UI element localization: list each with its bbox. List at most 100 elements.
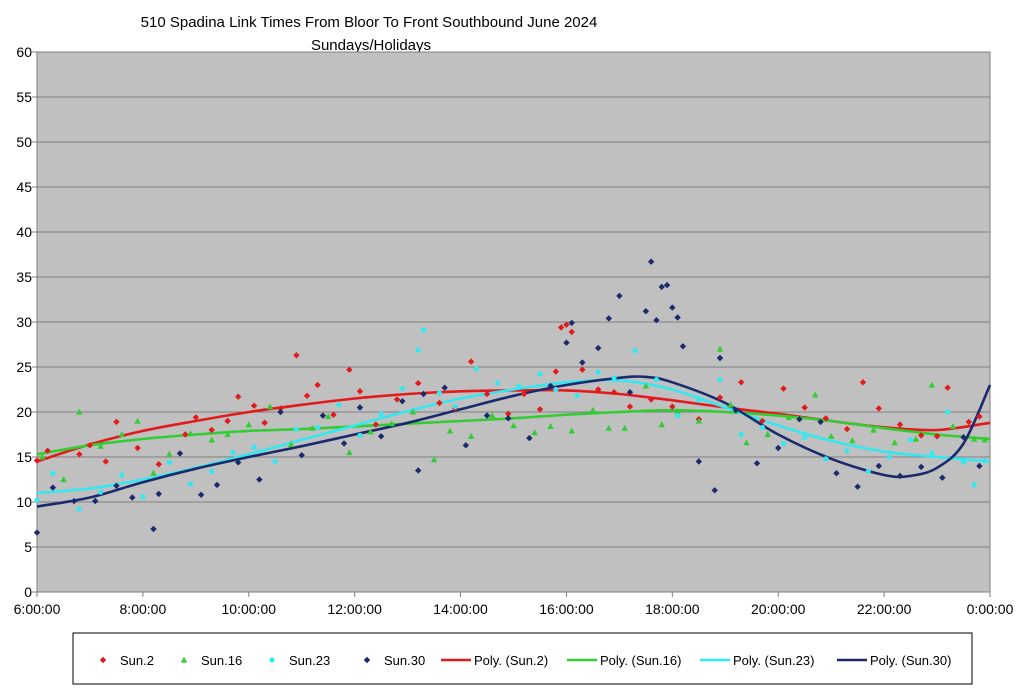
x-tick-label: 14:00:00: [433, 601, 488, 617]
y-tick-label: 10: [16, 494, 32, 510]
data-point-series-4: [155, 490, 162, 498]
data-point-series-2: [743, 439, 750, 446]
data-point-series-3: [251, 444, 257, 450]
data-point-series-4: [176, 450, 184, 457]
data-point-series-1: [467, 358, 475, 365]
data-point-series-2: [949, 423, 957, 429]
data-point-series-2: [76, 408, 83, 415]
data-point-series-2: [367, 428, 374, 435]
data-point-series-4: [976, 462, 983, 470]
data-point-series-2: [208, 436, 215, 443]
data-point-series-2: [309, 424, 316, 431]
x-tick-label: 16:00:00: [539, 601, 594, 617]
data-point-series-1: [372, 421, 380, 428]
data-point-series-2: [266, 403, 274, 410]
data-point-series-2: [716, 345, 724, 352]
x-tick-label: 6:00:00: [14, 601, 61, 617]
data-point-series-1: [134, 444, 141, 452]
data-point-series-4: [647, 258, 655, 265]
data-point-series-1: [859, 379, 867, 386]
data-point-series-4: [716, 354, 724, 362]
data-point-series-4: [695, 458, 703, 465]
data-point-series-4: [833, 470, 840, 477]
data-point-series-1: [822, 415, 830, 422]
data-point-series-2: [489, 412, 496, 419]
data-point-series-3: [675, 413, 681, 419]
data-point-series-1: [843, 425, 851, 433]
data-point-series-3: [886, 454, 893, 460]
data-point-series-1: [102, 458, 110, 465]
data-point-series-3: [187, 481, 194, 487]
legend-box: [72, 632, 973, 685]
data-point-series-3: [415, 347, 421, 353]
data-point-series-4: [817, 418, 824, 426]
data-point-series-4: [939, 474, 946, 481]
data-point-series-1: [250, 402, 258, 409]
data-point-series-1: [536, 406, 544, 413]
data-point-series-2: [827, 432, 835, 439]
data-point-series-2: [849, 437, 856, 444]
data-point-series-1: [626, 403, 634, 410]
data-point-series-1: [483, 390, 491, 398]
legend-marker-series-4: [363, 656, 371, 664]
x-tick-label: 20:00:00: [751, 601, 806, 617]
data-point-series-4: [526, 434, 533, 442]
data-point-series-1: [669, 403, 676, 410]
data-point-series-2: [674, 408, 681, 415]
data-point-series-3: [272, 458, 278, 465]
data-point-series-1: [346, 366, 353, 373]
data-point-series-1: [505, 410, 512, 417]
data-point-series-1: [716, 394, 724, 401]
data-point-series-3: [780, 440, 787, 447]
data-point-series-2: [547, 423, 554, 429]
data-point-series-2: [727, 401, 734, 408]
data-point-series-2: [589, 406, 597, 413]
data-point-series-1: [356, 388, 364, 395]
data-point-series-2: [287, 441, 295, 447]
data-point-series-3: [823, 456, 829, 462]
data-point-series-1: [759, 417, 766, 425]
data-point-series-2: [224, 431, 231, 438]
chart-title: 510 Spadina Link Times From Bloor To Fro…: [141, 14, 598, 31]
data-point-series-3: [653, 377, 660, 383]
data-point-series-4: [663, 281, 671, 289]
data-point-series-1: [224, 417, 231, 425]
data-point-series-3: [119, 472, 125, 478]
legend-label: Sun.16: [201, 653, 242, 668]
y-tick-label: 35: [16, 269, 32, 285]
y-tick-label: 50: [16, 134, 32, 150]
data-point-series-1: [557, 324, 565, 331]
gridlines: [37, 96, 990, 548]
chart-subtitle: Sundays/Holidays: [311, 37, 431, 54]
x-tick-label: 22:00:00: [857, 601, 912, 617]
data-point-series-3: [420, 327, 427, 333]
data-point-series-1: [520, 390, 528, 398]
data-point-series-3: [982, 458, 988, 464]
data-point-series-2: [409, 408, 417, 415]
data-point-series-4: [340, 440, 348, 447]
data-point-series-4: [669, 304, 676, 311]
data-point-series-1: [76, 451, 83, 458]
y-tick-label: 20: [16, 404, 32, 420]
data-point-series-4: [653, 317, 660, 324]
data-point-series-2: [346, 449, 353, 456]
y-tick-label: 0: [24, 584, 32, 600]
data-point-series-3: [945, 409, 951, 415]
data-point-series-4: [319, 412, 327, 419]
legend: Sun.2 Sun.16 Sun.23 Sun.30 Poly. (Sun.2) Poly…: [99, 653, 951, 668]
data-point-series-3: [473, 366, 480, 372]
data-point-series-4: [679, 343, 687, 350]
data-point-series-3: [97, 489, 104, 495]
data-point-series-4: [129, 494, 136, 501]
data-point-series-4: [92, 497, 99, 505]
data-point-series-3: [717, 377, 723, 383]
legend-label: Poly. (Sun.2): [474, 653, 548, 668]
data-point-series-4: [626, 389, 634, 396]
data-point-series-1: [737, 379, 745, 386]
data-points: [33, 258, 988, 536]
data-point-series-4: [960, 434, 967, 441]
data-point-series-2: [245, 421, 252, 428]
data-point-series-1: [155, 461, 162, 468]
y-tick-label: 40: [16, 224, 32, 240]
data-point-series-2: [642, 382, 650, 389]
